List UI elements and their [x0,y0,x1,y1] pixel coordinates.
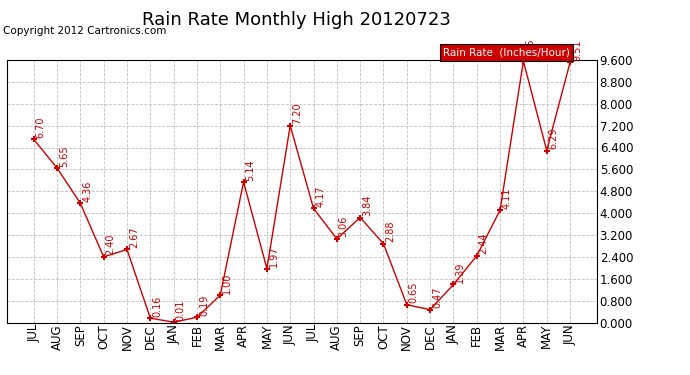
Text: 2.44: 2.44 [479,233,489,254]
Text: Rain Rate Monthly High 20120723: Rain Rate Monthly High 20120723 [142,11,451,29]
Text: 0.65: 0.65 [408,282,419,303]
Text: 5.14: 5.14 [246,159,255,181]
Text: 4.36: 4.36 [82,180,92,202]
Text: 5.65: 5.65 [59,145,69,166]
Text: 6.70: 6.70 [36,116,46,138]
Text: 9.56: 9.56 [525,38,535,60]
Text: 1.97: 1.97 [269,246,279,267]
Text: 0.47: 0.47 [432,287,442,308]
Text: 2.40: 2.40 [106,234,116,255]
Text: 6.29: 6.29 [549,128,559,149]
Text: Copyright 2012 Cartronics.com: Copyright 2012 Cartronics.com [3,26,167,36]
Text: Rain Rate  (Inches/Hour): Rain Rate (Inches/Hour) [444,47,571,57]
Text: 7.20: 7.20 [292,103,302,124]
Text: 3.84: 3.84 [362,195,372,216]
Text: 3.06: 3.06 [339,216,349,237]
Text: 9.51: 9.51 [572,40,582,61]
Text: 0.19: 0.19 [199,294,209,316]
Text: 1.00: 1.00 [222,272,233,294]
Text: 0.16: 0.16 [152,296,162,317]
Text: 2.67: 2.67 [129,226,139,248]
Text: 1.39: 1.39 [455,262,465,283]
Text: 4.17: 4.17 [315,186,326,207]
Text: 2.88: 2.88 [386,221,395,242]
Text: 4.11: 4.11 [502,188,512,209]
Text: 0.01: 0.01 [175,300,186,321]
